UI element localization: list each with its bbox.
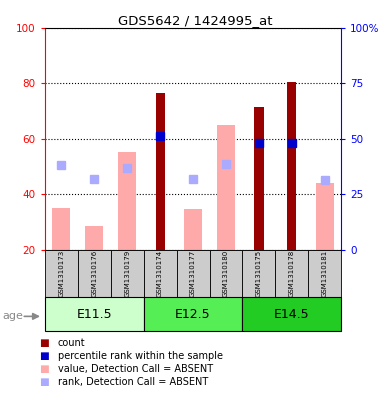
Text: GSM1310174: GSM1310174 xyxy=(157,250,163,297)
Bar xyxy=(118,152,136,250)
Text: GSM1310181: GSM1310181 xyxy=(322,250,328,297)
Text: E11.5: E11.5 xyxy=(76,308,112,321)
Bar xyxy=(156,93,165,250)
Text: GSM1310177: GSM1310177 xyxy=(190,250,196,297)
Text: GSM1310179: GSM1310179 xyxy=(124,250,130,297)
Text: age: age xyxy=(2,311,23,321)
Bar xyxy=(209,250,243,297)
Bar xyxy=(45,250,78,297)
Text: ■: ■ xyxy=(39,376,49,387)
Bar xyxy=(144,298,243,331)
Bar xyxy=(243,250,275,297)
Text: ■: ■ xyxy=(39,338,49,348)
Bar xyxy=(308,250,341,297)
Text: ■: ■ xyxy=(39,351,49,361)
Text: count: count xyxy=(58,338,85,348)
Text: E14.5: E14.5 xyxy=(274,308,310,321)
Bar xyxy=(275,250,308,297)
Bar xyxy=(184,209,202,250)
Bar xyxy=(217,125,235,250)
Text: percentile rank within the sample: percentile rank within the sample xyxy=(58,351,223,361)
Text: GSM1310180: GSM1310180 xyxy=(223,250,229,297)
Bar xyxy=(78,250,111,297)
Bar xyxy=(144,250,177,297)
Text: GSM1310176: GSM1310176 xyxy=(91,250,97,297)
Bar xyxy=(243,298,341,331)
Text: GSM1310173: GSM1310173 xyxy=(58,250,64,297)
Text: GSM1310175: GSM1310175 xyxy=(256,250,262,297)
Bar xyxy=(111,250,144,297)
Bar xyxy=(287,82,296,250)
Text: ■: ■ xyxy=(39,364,49,374)
Text: rank, Detection Call = ABSENT: rank, Detection Call = ABSENT xyxy=(58,376,208,387)
Text: value, Detection Call = ABSENT: value, Detection Call = ABSENT xyxy=(58,364,213,374)
Text: GDS5642 / 1424995_at: GDS5642 / 1424995_at xyxy=(118,14,272,27)
Bar xyxy=(52,208,70,250)
Bar xyxy=(85,226,103,250)
Bar xyxy=(177,250,209,297)
Bar xyxy=(254,107,264,250)
Text: GSM1310178: GSM1310178 xyxy=(289,250,295,297)
Bar xyxy=(45,298,144,331)
Text: E12.5: E12.5 xyxy=(175,308,211,321)
Bar xyxy=(316,183,334,250)
